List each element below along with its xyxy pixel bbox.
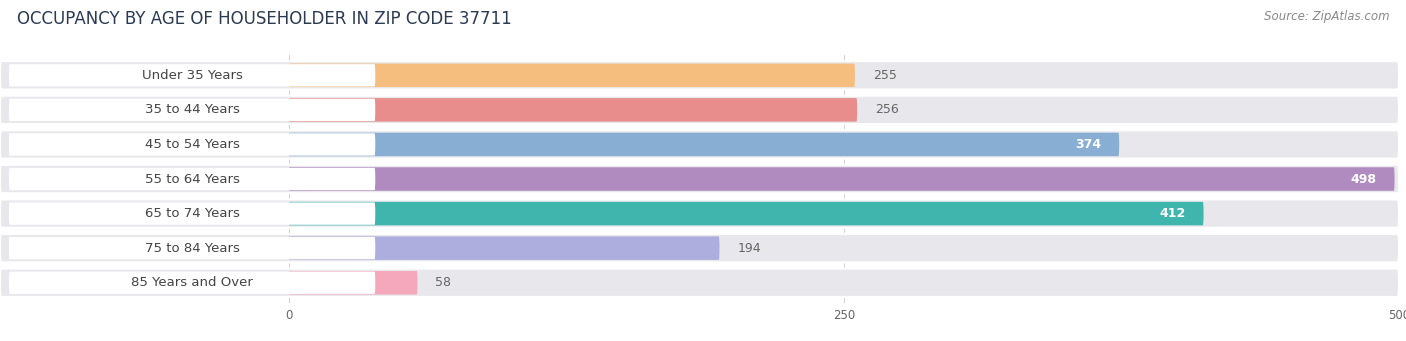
Text: Under 35 Years: Under 35 Years bbox=[142, 69, 242, 82]
Text: 58: 58 bbox=[436, 276, 451, 289]
Text: 75 to 84 Years: 75 to 84 Years bbox=[145, 242, 239, 255]
FancyBboxPatch shape bbox=[288, 98, 858, 122]
FancyBboxPatch shape bbox=[0, 234, 1399, 262]
FancyBboxPatch shape bbox=[288, 236, 720, 260]
Text: 412: 412 bbox=[1160, 207, 1185, 220]
Text: 374: 374 bbox=[1076, 138, 1101, 151]
FancyBboxPatch shape bbox=[0, 165, 1399, 193]
Text: 256: 256 bbox=[875, 103, 898, 116]
FancyBboxPatch shape bbox=[288, 63, 855, 87]
Text: 85 Years and Over: 85 Years and Over bbox=[131, 276, 253, 289]
FancyBboxPatch shape bbox=[0, 61, 1399, 89]
Text: 45 to 54 Years: 45 to 54 Years bbox=[145, 138, 239, 151]
Text: 194: 194 bbox=[737, 242, 761, 255]
FancyBboxPatch shape bbox=[8, 271, 375, 294]
Text: 255: 255 bbox=[873, 69, 897, 82]
FancyBboxPatch shape bbox=[8, 64, 375, 87]
Text: 35 to 44 Years: 35 to 44 Years bbox=[145, 103, 239, 116]
FancyBboxPatch shape bbox=[0, 269, 1399, 297]
FancyBboxPatch shape bbox=[8, 99, 375, 121]
Text: OCCUPANCY BY AGE OF HOUSEHOLDER IN ZIP CODE 37711: OCCUPANCY BY AGE OF HOUSEHOLDER IN ZIP C… bbox=[17, 10, 512, 28]
FancyBboxPatch shape bbox=[288, 202, 1204, 225]
FancyBboxPatch shape bbox=[0, 130, 1399, 159]
Text: 55 to 64 Years: 55 to 64 Years bbox=[145, 173, 239, 186]
FancyBboxPatch shape bbox=[8, 168, 375, 190]
Text: 65 to 74 Years: 65 to 74 Years bbox=[145, 207, 239, 220]
FancyBboxPatch shape bbox=[8, 237, 375, 260]
FancyBboxPatch shape bbox=[8, 133, 375, 155]
FancyBboxPatch shape bbox=[288, 271, 418, 295]
FancyBboxPatch shape bbox=[8, 203, 375, 225]
Text: Source: ZipAtlas.com: Source: ZipAtlas.com bbox=[1264, 10, 1389, 23]
FancyBboxPatch shape bbox=[0, 96, 1399, 124]
FancyBboxPatch shape bbox=[288, 167, 1395, 191]
FancyBboxPatch shape bbox=[288, 133, 1119, 156]
FancyBboxPatch shape bbox=[0, 199, 1399, 228]
Text: 498: 498 bbox=[1351, 173, 1376, 186]
